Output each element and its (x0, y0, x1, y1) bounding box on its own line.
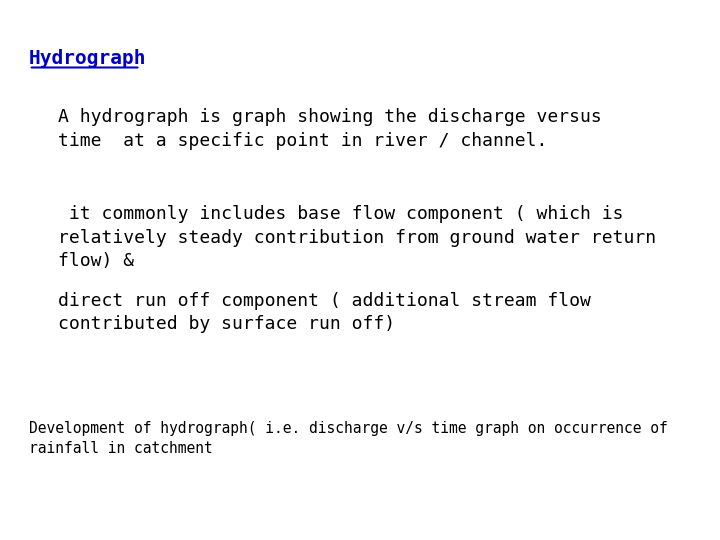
Text: direct run off component ( additional stream flow
contributed by surface run off: direct run off component ( additional st… (58, 292, 590, 333)
Text: A hydrograph is graph showing the discharge versus
time  at a specific point in : A hydrograph is graph showing the discha… (58, 108, 601, 150)
Text: Hydrograph: Hydrograph (29, 49, 146, 68)
Text: Development of hydrograph( i.e. discharge v/s time graph on occurrence of
rainfa: Development of hydrograph( i.e. discharg… (29, 421, 667, 456)
Text: it commonly includes base flow component ( which is
relatively steady contributi: it commonly includes base flow component… (58, 205, 656, 271)
